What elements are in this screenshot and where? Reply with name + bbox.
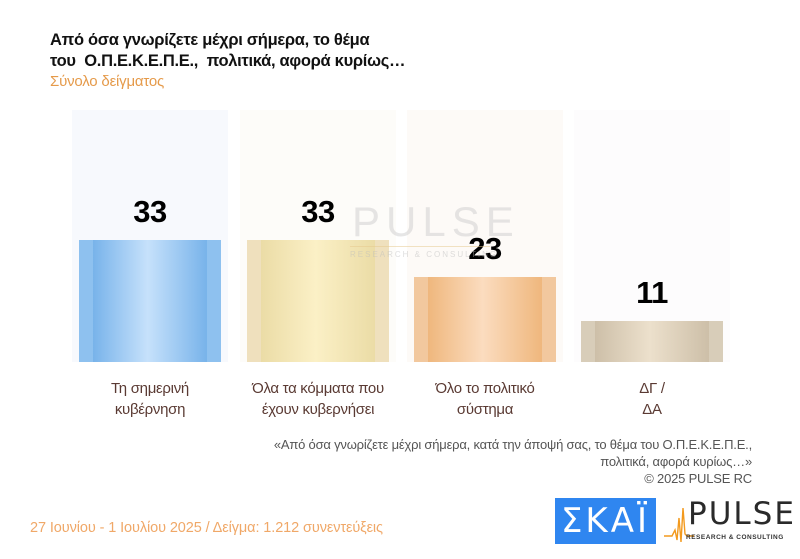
bar-3 xyxy=(414,276,556,362)
skai-logo: ΣΚΑΪ xyxy=(555,498,656,544)
category-label: Τη σημερινή κυβέρνηση xyxy=(65,378,235,420)
fieldwork-info: 27 Ιουνίου - 1 Ιουλίου 2025 / Δείγμα: 1.… xyxy=(30,520,383,536)
category-label-line: Όλα τα κόμματα που xyxy=(252,380,384,397)
bar-4 xyxy=(581,321,723,362)
pulse-wave-icon xyxy=(664,507,694,543)
category-label: Όλα τα κόμματα που έχουν κυβερνήσει xyxy=(233,378,403,420)
chart-title-line-1: Από όσα γνωρίζετε μέχρι σήμερα, το θέμα xyxy=(50,31,370,49)
chart-title: Από όσα γνωρίζετε μέχρι σήμερα, το θέμα … xyxy=(50,30,406,72)
pulse-logo-subtext: RESEARCH & CONSULTING xyxy=(686,534,784,541)
category-label-line: σύστημα xyxy=(456,401,514,418)
bar-gradient xyxy=(261,239,375,362)
chart-subtitle: Σύνολο δείγματος xyxy=(50,73,165,90)
column-background-panel xyxy=(574,110,730,362)
category-label-line: Όλο το πολιτικό xyxy=(435,380,535,397)
category-label: ΔΓ / ΔΑ xyxy=(567,378,737,420)
category-label-line: ΔΓ / xyxy=(639,380,665,397)
question-footnote: «Από όσα γνωρίζετε μέχρι σήμερα, κατά τη… xyxy=(274,436,752,487)
category-label-line: κυβέρνηση xyxy=(114,401,186,418)
chart-title-line-2: του Ο.Π.Ε.Κ.Ε.Π.Ε., πολιτικά, αφορά κυρί… xyxy=(50,52,406,70)
pulse-logo-word: PULSE xyxy=(688,496,796,532)
footnote-line-1: «Από όσα γνωρίζετε μέχρι σήμερα, κατά τη… xyxy=(273,437,752,452)
category-label-line: έχουν κυβερνήσει xyxy=(261,401,375,418)
pulse-logo: PULSE RESEARCH & CONSULTING xyxy=(664,496,794,548)
category-label: Όλο το πολιτικό σύστημα xyxy=(400,378,570,420)
bar-2 xyxy=(247,239,389,362)
bar-gradient xyxy=(93,239,207,362)
bar-1 xyxy=(79,239,221,362)
footnote-copyright: © 2025 PULSE RC xyxy=(644,471,752,486)
bar-value-label: 23 xyxy=(468,230,502,266)
bar-gradient xyxy=(428,276,542,362)
category-label-line: Τη σημερινή xyxy=(111,380,189,397)
bar-gradient xyxy=(595,321,709,362)
bar-value-label: 33 xyxy=(301,193,335,229)
footnote-line-2: πολιτικά, αφορά κυρίως…» xyxy=(600,454,752,469)
category-label-line: ΔΑ xyxy=(642,401,662,418)
bar-value-label: 33 xyxy=(133,193,167,229)
bar-value-label: 11 xyxy=(636,275,668,311)
